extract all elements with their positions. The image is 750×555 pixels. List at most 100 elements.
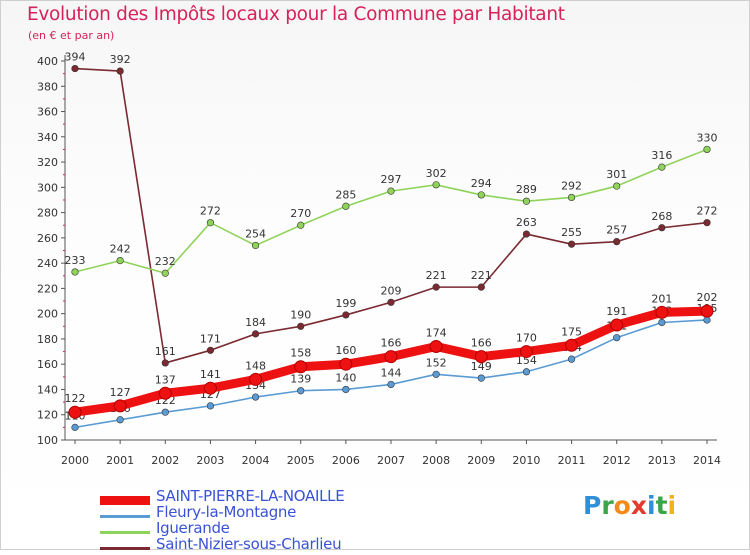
data-point [251, 241, 260, 250]
y-tick-label: 360 [37, 106, 58, 119]
legend-label: SAINT-PIERRE-LA-NOAILLE [156, 487, 345, 505]
data-point [477, 374, 485, 382]
data-point [610, 318, 624, 332]
data-point [432, 181, 440, 189]
data-label: 140 [335, 371, 356, 384]
data-label: 289 [516, 183, 537, 196]
data-point [432, 283, 440, 291]
data-label: 270 [290, 207, 311, 220]
chart-title: Evolution des Impôts locaux pour la Comm… [27, 4, 565, 25]
logo-letter: i [667, 491, 677, 520]
data-point [342, 202, 350, 210]
data-point [567, 240, 576, 248]
data-label: 301 [606, 168, 627, 181]
y-tick-label: 100 [37, 434, 58, 447]
data-point [613, 182, 621, 190]
data-label: 297 [381, 173, 402, 186]
y-tick-label: 200 [37, 308, 58, 321]
data-point [251, 393, 260, 401]
data-label: 221 [471, 269, 492, 282]
data-point [477, 283, 485, 291]
data-point [613, 238, 621, 246]
y-tick-label: 400 [37, 55, 58, 68]
data-point [206, 402, 215, 410]
data-label: 316 [651, 149, 672, 162]
data-point [297, 322, 305, 330]
data-point [522, 368, 531, 376]
data-point [113, 399, 127, 413]
data-point [297, 221, 305, 229]
legend-swatch [100, 546, 150, 550]
data-point [68, 405, 82, 419]
data-point [429, 340, 443, 354]
data-label: 254 [245, 227, 266, 240]
data-point [567, 193, 576, 202]
data-point [655, 305, 669, 319]
data-point [567, 355, 576, 363]
data-label: 174 [426, 327, 447, 340]
data-point [700, 304, 714, 318]
data-point [203, 381, 217, 395]
x-tick-label: 2006 [332, 454, 360, 467]
data-point [522, 230, 531, 238]
legend-swatch [100, 530, 150, 534]
data-label: 144 [381, 366, 402, 379]
data-point [519, 345, 533, 359]
logo-letter: i [647, 491, 656, 520]
y-tick-label: 300 [37, 181, 58, 194]
y-tick-label: 380 [37, 80, 58, 93]
legend-label: Fleury-la-Montagne [156, 503, 297, 521]
data-point [71, 268, 79, 276]
data-label: 209 [381, 284, 402, 297]
y-tick-label: 340 [37, 131, 58, 144]
legend-label: Iguerande [156, 519, 230, 537]
data-point [703, 145, 711, 154]
data-point [71, 423, 79, 431]
data-label: 122 [65, 392, 86, 405]
data-point [432, 370, 440, 378]
x-tick-label: 2014 [693, 454, 721, 467]
data-label: 161 [155, 345, 176, 358]
data-point [522, 197, 531, 205]
data-point [161, 408, 169, 416]
logo-letter: r [601, 491, 614, 520]
y-tick-label: 260 [37, 232, 58, 245]
data-point [477, 191, 485, 199]
data-label: 394 [65, 51, 86, 64]
data-point [658, 318, 666, 327]
x-tick-label: 2007 [377, 454, 405, 467]
data-point [206, 346, 215, 354]
data-point [206, 219, 215, 227]
data-label: 302 [426, 167, 447, 180]
data-label: 242 [110, 243, 131, 256]
logo-letter: x [630, 491, 647, 520]
data-label: 268 [651, 210, 672, 223]
data-point [342, 385, 350, 394]
logo-letter: o [613, 491, 631, 520]
data-point [161, 359, 169, 367]
data-label: 232 [155, 255, 176, 268]
data-point [294, 360, 308, 374]
data-point [384, 350, 398, 364]
data-point [158, 386, 172, 400]
data-point [161, 269, 169, 277]
data-label: 127 [110, 386, 131, 399]
data-label: 233 [65, 254, 86, 267]
data-label: 221 [426, 269, 447, 282]
data-label: 199 [335, 297, 356, 310]
data-point [297, 387, 305, 395]
x-tick-label: 2004 [242, 454, 270, 467]
data-point [249, 372, 263, 386]
data-point [339, 357, 353, 371]
data-point [387, 187, 395, 195]
data-label: 148 [245, 359, 266, 372]
data-label: 294 [471, 177, 492, 190]
data-label: 190 [290, 308, 311, 321]
y-tick-label: 280 [37, 207, 58, 220]
data-point [703, 316, 711, 324]
logo-letter: t [655, 491, 668, 520]
data-label: 292 [561, 179, 582, 192]
data-label: 170 [516, 332, 537, 345]
